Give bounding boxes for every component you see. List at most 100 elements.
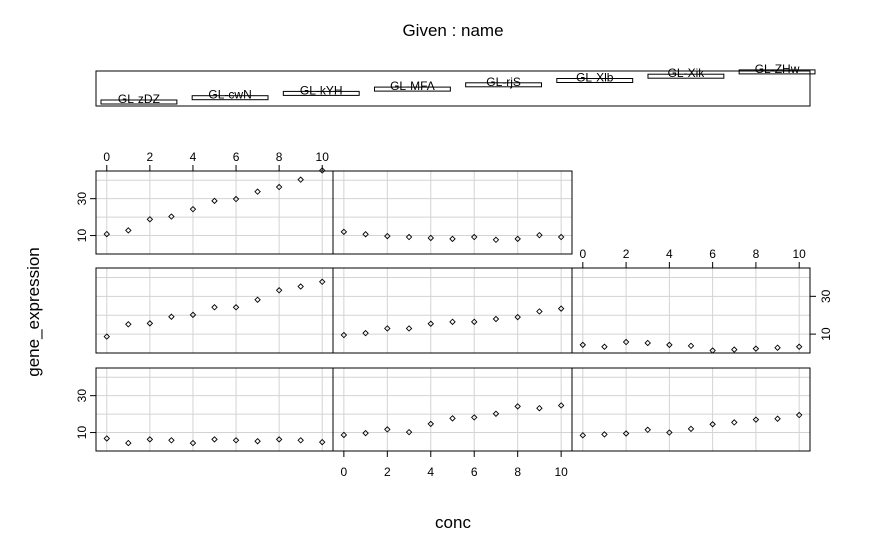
- data-point: [275, 183, 283, 191]
- given-level-label: GL-ZHw: [755, 62, 800, 76]
- data-point: [103, 333, 111, 340]
- data-point: [318, 167, 326, 174]
- data-point: [125, 439, 132, 447]
- panel-frame: [571, 267, 811, 354]
- given-level-label: GL-cwN: [208, 88, 251, 102]
- x-axis-label: conc: [435, 513, 471, 532]
- data-point: [492, 410, 500, 417]
- y-tick-label: 10: [819, 327, 833, 341]
- data-point: [211, 197, 218, 205]
- panel-frame: [95, 367, 334, 452]
- data-point: [774, 344, 781, 351]
- data-point: [601, 343, 608, 351]
- x-tick-label: 4: [190, 150, 197, 164]
- data-point: [125, 227, 132, 234]
- x-tick-label: 10: [316, 150, 330, 164]
- y-tick-label: 30: [75, 389, 89, 403]
- data-point: [427, 234, 435, 242]
- data-point: [103, 230, 111, 238]
- given-level-box: [100, 99, 178, 105]
- data-point: [687, 425, 695, 433]
- x-tick-label: 2: [384, 465, 391, 479]
- data-point: [384, 325, 391, 332]
- data-point: [362, 231, 369, 238]
- panel-GL-MFA: [95, 267, 334, 354]
- panels: [95, 167, 811, 452]
- y-axis-label: gene_expression: [24, 247, 43, 376]
- data-point: [211, 436, 218, 443]
- data-point: [731, 419, 738, 426]
- given-level-box: [556, 78, 634, 83]
- data-point: [168, 313, 175, 320]
- x-tick-label: 0: [341, 465, 348, 479]
- data-point: [384, 426, 391, 433]
- data-point: [362, 329, 369, 337]
- given-level-label: GL-Xik: [668, 66, 706, 80]
- data-point: [492, 236, 500, 244]
- panel-GL-zDZ: [95, 367, 334, 452]
- panel-GL-ZHw: [332, 170, 573, 255]
- data-point: [427, 420, 435, 428]
- x-tick-label: 0: [579, 247, 586, 261]
- panel-frame: [332, 170, 573, 255]
- x-tick-label: 6: [709, 247, 716, 261]
- given-level-label: GL-kYH: [300, 83, 343, 97]
- data-point: [536, 308, 543, 315]
- data-point: [557, 233, 565, 241]
- data-point: [254, 188, 261, 195]
- data-point: [405, 428, 413, 436]
- x-tick-label: 10: [554, 465, 568, 479]
- panel-GL-rjS: [332, 267, 573, 354]
- panel-GL-Xik: [95, 167, 334, 255]
- data-point: [297, 176, 304, 183]
- data-point: [232, 437, 240, 444]
- data-point: [449, 318, 456, 326]
- given-level-label: GL-zDZ: [118, 92, 160, 106]
- data-point: [189, 439, 197, 447]
- data-point: [579, 432, 587, 439]
- panel-GL-kYH: [571, 367, 811, 452]
- x-tick-label: 8: [514, 465, 521, 479]
- data-point: [189, 311, 197, 319]
- x-tick-label: 2: [147, 150, 154, 164]
- data-point: [514, 313, 521, 321]
- given-level-box: [465, 82, 543, 88]
- data-point: [297, 283, 304, 290]
- data-point: [211, 304, 218, 311]
- data-point: [579, 341, 587, 349]
- data-point: [795, 343, 803, 351]
- data-point: [557, 305, 565, 312]
- data-point: [774, 415, 781, 422]
- given-level-label: GL-MFA: [390, 79, 435, 93]
- data-point: [557, 402, 565, 409]
- data-point: [470, 233, 478, 241]
- panel-frame: [95, 170, 334, 255]
- data-point: [318, 438, 326, 446]
- data-point: [644, 426, 651, 434]
- data-point: [405, 233, 413, 241]
- axes: 0 2 4 6 8 10 0 2 4 6 8 10 0 2 4 6 8 10 10 30 10 30 10 30: [75, 150, 833, 479]
- data-point: [384, 232, 391, 240]
- given-level-label: GL-Xlb: [576, 71, 614, 85]
- panel-GL-Xlb: [571, 267, 811, 354]
- data-point: [362, 429, 369, 437]
- x-tick-label: 6: [233, 150, 240, 164]
- data-point: [449, 235, 456, 243]
- data-point: [709, 347, 716, 354]
- x-tick-label: 4: [666, 247, 673, 261]
- x-tick-label: 8: [753, 247, 760, 261]
- data-point: [254, 437, 261, 445]
- data-point: [644, 339, 651, 347]
- data-point: [666, 341, 673, 349]
- data-point: [731, 346, 738, 353]
- x-tick-label: 6: [471, 465, 478, 479]
- x-tick-label: 10: [793, 247, 807, 261]
- data-point: [168, 437, 175, 444]
- data-point: [254, 296, 261, 303]
- y-tick-label: 10: [75, 426, 89, 440]
- data-point: [125, 321, 132, 328]
- data-point: [146, 216, 154, 223]
- panel-frame: [571, 367, 811, 452]
- given-level-box: [738, 69, 816, 75]
- data-point: [340, 228, 348, 236]
